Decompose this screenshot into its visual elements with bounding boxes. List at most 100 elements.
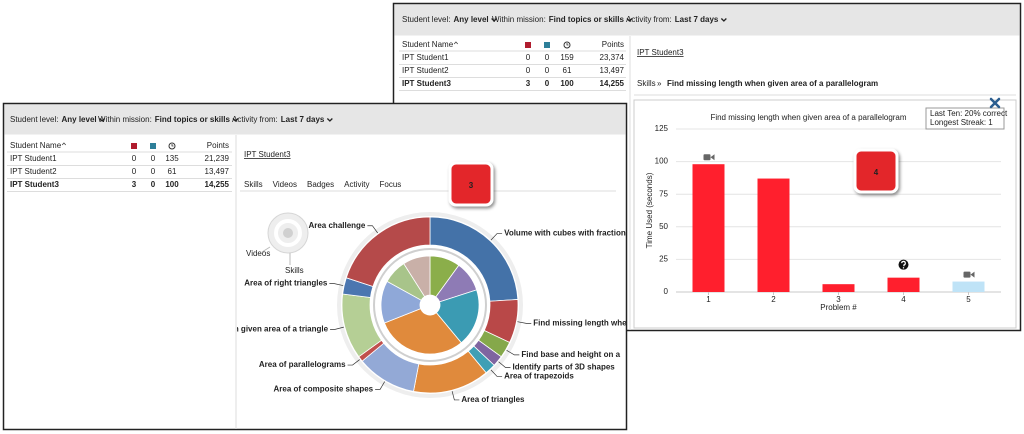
donut-slice [383, 308, 462, 355]
icon-struggling [131, 143, 137, 149]
video-icon [963, 271, 971, 278]
filter-value[interactable]: Last 7 days [281, 115, 325, 124]
icon-time [168, 142, 176, 150]
table-cell: 100 [165, 180, 179, 189]
table-cell: 13,497 [600, 66, 625, 75]
y-tick-label: 125 [655, 124, 669, 133]
table-cell: 0 [151, 154, 156, 163]
slice-label: Area of trapezoids [504, 372, 574, 381]
table-cell: 14,255 [600, 79, 625, 88]
table-cell: 100 [560, 79, 574, 88]
table-cell: 0 [132, 167, 137, 176]
table-cell: 21,239 [205, 154, 230, 163]
hint-icon [902, 267, 905, 269]
filter-value[interactable]: Any level [61, 115, 96, 124]
filter-value[interactable]: Find topics or skills [549, 15, 625, 24]
slice-label: Volume with cubes with fraction leng [504, 229, 644, 238]
tab[interactable]: Videos [273, 180, 297, 189]
legend-label: Skills [285, 266, 304, 275]
tooltip-line: Last Ten: 20% correct [930, 109, 1008, 118]
filter-label: Within mission: [492, 15, 546, 24]
bar [757, 178, 790, 292]
table-cell: 0 [545, 66, 550, 75]
student-name: IPT Student1 [10, 154, 57, 163]
table-cell: 61 [563, 66, 572, 75]
slice-label: Area of triangles [461, 395, 525, 404]
table-cell: 14,255 [205, 180, 230, 189]
student-link[interactable]: IPT Student3 [244, 150, 291, 159]
leader-line [347, 359, 360, 366]
x-tick-label: 5 [966, 295, 971, 304]
leader-line [517, 321, 532, 324]
filter-label: Student level: [10, 115, 58, 124]
leader-line [451, 391, 460, 401]
tab[interactable]: Activity [344, 180, 369, 189]
video-icon [970, 271, 975, 278]
tab[interactable]: Skills [244, 180, 263, 189]
legend-icon [283, 228, 293, 238]
step-badge [853, 148, 899, 194]
table-cell: 13,497 [205, 167, 230, 176]
chevron [99, 118, 106, 122]
table-cell: 0 [151, 180, 156, 189]
table-cell: 0 [526, 66, 531, 75]
tooltip [925, 107, 1005, 130]
table-cell: 61 [168, 167, 177, 176]
leader-line [506, 350, 520, 356]
column-header: Student Name [402, 40, 454, 49]
filter-value[interactable]: Last 7 days [675, 15, 719, 24]
student-name: IPT Student2 [402, 66, 449, 75]
column-header: Points [207, 141, 229, 150]
chevron [491, 18, 498, 22]
slice-label: Area challenge [308, 221, 365, 230]
video-icon [710, 154, 715, 161]
chart-title: Find missing length when given area of a… [710, 113, 906, 122]
close-button[interactable] [989, 97, 1001, 109]
student-name: IPT Student3 [10, 180, 59, 189]
slice-label: Find base and height on a [521, 350, 620, 359]
bar [822, 284, 855, 292]
bar [692, 164, 725, 292]
filter-label: Within mission: [98, 115, 152, 124]
x-tick-label: 1 [706, 295, 711, 304]
legend-label: Videos [246, 249, 270, 258]
y-tick-label: 100 [655, 157, 669, 166]
tab[interactable]: Badges [307, 180, 334, 189]
icon-time [566, 43, 569, 46]
leader-line [490, 369, 503, 377]
breadcrumb-root[interactable]: Skills [637, 79, 656, 88]
donut-slice [403, 255, 431, 298]
table-cell: 0 [545, 53, 550, 62]
chart-frame [633, 99, 1017, 329]
filter-bar [4, 104, 626, 135]
legend-leader [261, 246, 271, 253]
table-cell: 23,374 [600, 53, 625, 62]
filter-label: Activity from: [626, 15, 672, 24]
donut-halo [337, 212, 523, 398]
table-cell: 3 [132, 180, 137, 189]
filter-value[interactable]: Find topics or skills [155, 115, 231, 124]
y-tick-label: 50 [659, 222, 668, 231]
x-tick-label: 2 [771, 295, 776, 304]
leader-line [490, 233, 503, 241]
chevron [720, 18, 727, 22]
icon-practiced [150, 143, 156, 149]
table-cell: 0 [151, 167, 156, 176]
hint-icon [901, 260, 906, 267]
filter-label: Activity from: [232, 115, 278, 124]
tab[interactable]: Focus [379, 180, 401, 189]
y-tick-label: 75 [659, 189, 668, 198]
y-tick-label: 25 [659, 255, 668, 264]
donut-hole [421, 296, 439, 314]
table-cell: 3 [526, 79, 531, 88]
tooltip-line: Longest Streak: 1 [930, 118, 993, 127]
sort-caret [453, 41, 459, 45]
step-badge [448, 161, 494, 207]
chevron [232, 118, 239, 122]
leader-line [367, 225, 378, 234]
filter-value[interactable]: Any level [453, 15, 488, 24]
chevron [326, 118, 333, 122]
student-link[interactable]: IPT Student3 [637, 48, 684, 57]
